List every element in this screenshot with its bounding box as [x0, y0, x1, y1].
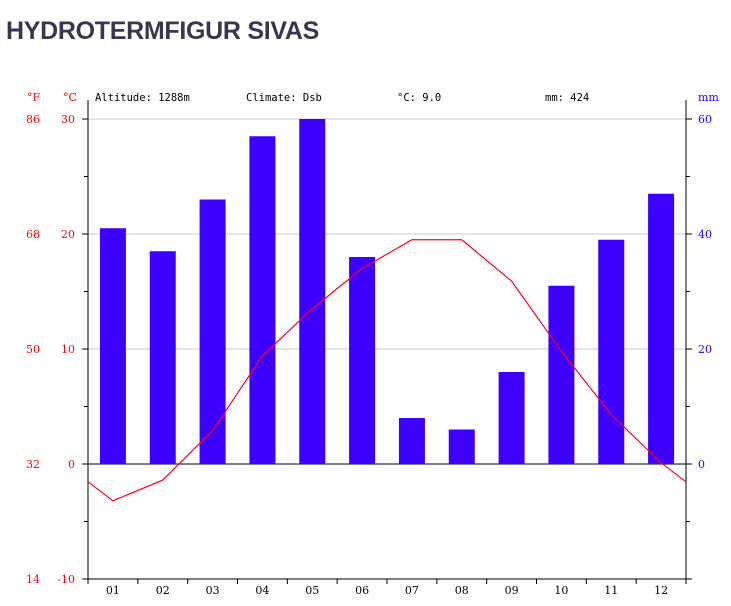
month-label: 10 — [554, 584, 568, 597]
month-label: 06 — [355, 584, 369, 597]
altitude-label: Altitude: 1288m — [95, 92, 190, 104]
total-precip-label: mm: 424 — [545, 92, 589, 104]
celsius-tick-label: 30 — [61, 113, 75, 126]
month-label: 05 — [305, 584, 319, 597]
celsius-tick-label: 10 — [61, 343, 75, 356]
precip-bar-09 — [498, 372, 525, 464]
month-label: 12 — [654, 584, 668, 597]
temperature-line — [87, 239, 687, 502]
precip-bar-03 — [199, 199, 226, 464]
mm-tick-label: 0 — [698, 458, 705, 471]
month-label: 08 — [455, 584, 469, 597]
mm-tick-label: 20 — [698, 343, 712, 356]
precip-bar-05 — [299, 119, 326, 464]
precip-bar-07 — [398, 418, 425, 464]
celsius-tick-label: 20 — [61, 228, 75, 241]
chart-title: HYDROTERMFIGUR SIVAS — [6, 17, 319, 45]
fahrenheit-axis-label: °F — [27, 91, 41, 104]
mm-tick-label: 40 — [698, 228, 712, 241]
climate-label: Climate: Dsb — [246, 92, 322, 104]
month-label: 03 — [206, 584, 220, 597]
mm-axis-label: mm — [698, 91, 719, 104]
celsius-axis-label: °C — [63, 91, 77, 104]
mm-tick-label: 60 — [698, 113, 712, 126]
fahrenheit-tick-label: 86 — [26, 113, 40, 126]
precip-bar-04 — [249, 136, 276, 464]
precip-bar-08 — [448, 429, 475, 464]
celsius-tick-label: 0 — [68, 458, 75, 471]
fahrenheit-tick-label: 68 — [26, 228, 40, 241]
month-label: 09 — [505, 584, 519, 597]
precip-bar-12 — [648, 193, 675, 464]
month-label: 11 — [604, 584, 618, 597]
fahrenheit-tick-label: 32 — [26, 458, 40, 471]
month-label: 02 — [156, 584, 170, 597]
precip-bar-01 — [99, 228, 126, 464]
month-label: 04 — [255, 584, 269, 597]
precip-bar-06 — [349, 257, 376, 464]
celsius-tick-label: -10 — [57, 573, 75, 586]
precip-bar-11 — [598, 239, 625, 464]
month-label: 07 — [405, 584, 419, 597]
precip-bar-02 — [149, 251, 176, 464]
month-label: 01 — [106, 584, 120, 597]
fahrenheit-tick-label: 50 — [26, 343, 40, 356]
fahrenheit-tick-label: 14 — [26, 573, 40, 586]
mean-temp-label: °C: 9.0 — [397, 92, 441, 104]
precip-bar-10 — [548, 285, 575, 464]
